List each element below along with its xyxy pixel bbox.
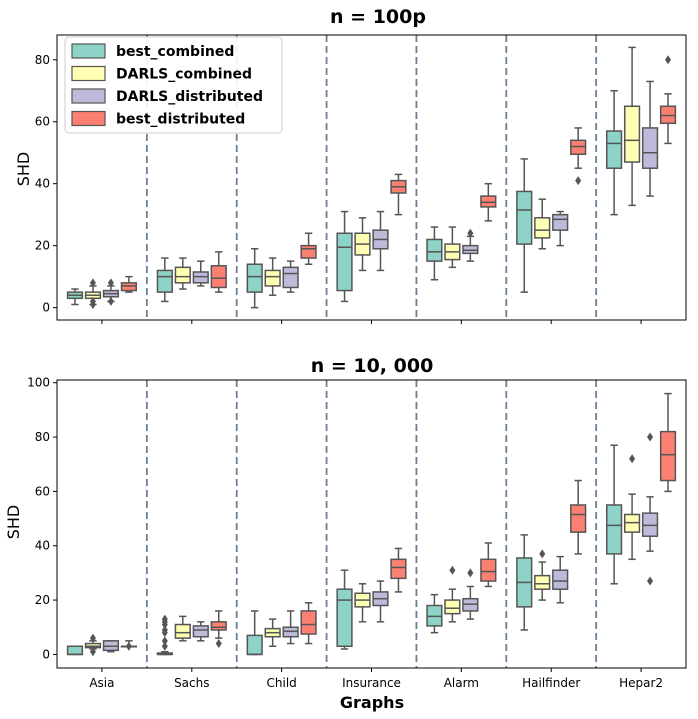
outlier-point [161, 641, 168, 651]
outlier-point [575, 176, 582, 186]
legend-swatch [71, 65, 106, 82]
box-best_distributed [210, 265, 227, 289]
outlier-point [647, 432, 654, 442]
y-tick-label: 100 [27, 376, 50, 390]
box-DARLS_distributed [192, 271, 209, 284]
outlier-point [107, 278, 114, 288]
outlier-point [89, 647, 96, 657]
outlier-point [215, 639, 222, 649]
box-best_distributed [480, 195, 497, 208]
outlier-point [107, 296, 114, 306]
box-DARLS_distributed [552, 569, 569, 590]
bottom-plot-area: 0 20 40 60 80 100 Asia Sachs Child Insurance Alarm… [27, 376, 687, 690]
box-best_distributed [390, 558, 407, 580]
box-best_combined [516, 190, 533, 245]
x-tick-label: Insurance [342, 676, 401, 690]
box-best_distributed [300, 244, 317, 259]
outlier-point [539, 549, 546, 559]
box-DARLS_distributed [282, 266, 299, 289]
legend-swatch [71, 88, 106, 104]
outlier-point [89, 633, 96, 643]
legend-swatch [71, 110, 106, 127]
outlier-point [161, 636, 168, 646]
box-DARLS_distributed [192, 625, 209, 638]
y-tick-label: 60 [35, 115, 50, 129]
outlier-point [629, 454, 636, 464]
y-tick-label: 40 [35, 177, 50, 191]
outlier-point [89, 278, 96, 288]
x-tick-label: Sachs [174, 676, 209, 690]
bottom-panel: n = 10, 000 SHD 0 20 40 60 80 100 Asia Sachs Chi… [4, 355, 687, 712]
outlier-point [665, 55, 672, 65]
box-DARLS_combined [264, 269, 281, 287]
legend-swatch [71, 43, 106, 59]
x-axis-label: Graphs [340, 693, 404, 712]
y-tick-label: 80 [35, 53, 50, 67]
x-tick-label: Asia [89, 676, 114, 690]
box-best_distributed [120, 282, 138, 292]
x-tick-label: Alarm [444, 676, 479, 690]
outlier-point [467, 228, 474, 238]
legend: best_combined DARLS_combined DARLS_distrib… [64, 36, 283, 134]
box-best_distributed [570, 504, 587, 533]
outlier-point [161, 614, 168, 624]
legend-label: best_distributed [116, 112, 245, 128]
legend-label: best_combined [116, 44, 234, 60]
box-best_combined [605, 130, 623, 169]
top-y-axis-label: SHD [14, 152, 33, 187]
outlier-point [647, 576, 654, 586]
outlier-point [89, 296, 96, 306]
box-best_distributed [570, 139, 587, 156]
top-chart-title: n = 100p [330, 6, 426, 28]
y-tick-label: 40 [35, 539, 50, 553]
box-DARLS_distributed [462, 244, 479, 255]
bottom-y-axis-label: SHD [4, 505, 23, 540]
top-plot-area: 0 20 40 60 80 [35, 34, 687, 324]
box-DARLS_distributed [641, 127, 659, 169]
box-best_combined [66, 645, 84, 656]
outlier-point [125, 641, 132, 651]
legend-label: DARLS_combined [116, 67, 252, 83]
x-tick-label: Hailfinder [522, 676, 580, 690]
y-tick-label: 0 [42, 647, 50, 661]
box-DARLS_combined [534, 217, 551, 239]
box-DARLS_combined [174, 623, 191, 639]
top-panel: n = 100p SHD 0 20 40 60 80 best_combined DARL… [14, 6, 687, 324]
box-DARLS_combined [623, 105, 641, 163]
box-best_distributed [659, 430, 677, 482]
box-best_distributed [659, 105, 677, 125]
box-best_combined [336, 588, 353, 648]
box-DARLS_combined [534, 574, 551, 590]
box-DARLS_combined [444, 599, 461, 615]
box-best_combined [246, 263, 263, 293]
x-tick-label: Child [267, 676, 297, 690]
box-best_combined [336, 232, 353, 292]
y-tick-label: 20 [35, 239, 50, 253]
outlier-point [467, 568, 474, 578]
box-best_combined [605, 504, 623, 555]
axes-frame [56, 379, 687, 669]
box-best_distributed [480, 558, 497, 582]
box-best_distributed [300, 610, 317, 635]
y-tick-label: 20 [35, 593, 50, 607]
box-DARLS_distributed [552, 213, 569, 231]
y-tick-label: 60 [35, 484, 50, 498]
legend-frame [64, 36, 283, 134]
box-best_combined [156, 269, 173, 293]
y-tick-label: 80 [35, 430, 50, 444]
x-tick-label: Hepar2 [619, 676, 663, 690]
box-best_combined [426, 238, 443, 262]
bottom-chart-title: n = 10, 000 [311, 355, 434, 377]
legend-label: DARLS_distributed [116, 89, 263, 105]
outlier-point [161, 625, 168, 635]
box-DARLS_combined [174, 266, 191, 284]
outlier-point [449, 565, 456, 575]
y-tick-label: 0 [42, 301, 50, 315]
box-best_combined [246, 634, 263, 656]
box-best_distributed [210, 621, 227, 631]
